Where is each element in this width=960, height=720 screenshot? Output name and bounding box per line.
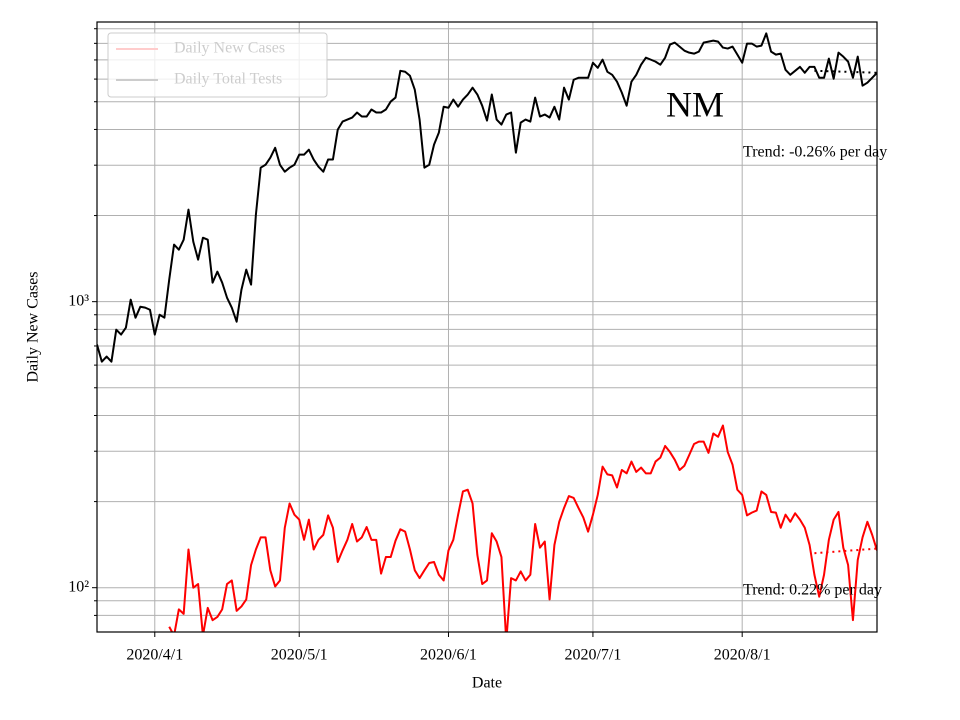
trend-line bbox=[814, 547, 877, 555]
x-axis-label: Date bbox=[472, 675, 502, 692]
x-tick-label: 2020/7/1 bbox=[564, 647, 621, 664]
trend-line bbox=[814, 69, 877, 74]
y-tick-label: 10² bbox=[68, 578, 89, 595]
trend-label: Trend: 0.22% per day bbox=[743, 582, 882, 599]
plot-frame bbox=[96, 21, 878, 633]
x-tick-label: 2020/5/1 bbox=[271, 647, 328, 664]
series-line bbox=[97, 32, 877, 363]
trend-label: Trend: -0.26% per day bbox=[743, 144, 887, 161]
x-tick-label: 2020/6/1 bbox=[420, 647, 477, 664]
plot-lines bbox=[97, 32, 877, 632]
annotation: NM bbox=[666, 84, 724, 124]
y-tick-label: 10³ bbox=[68, 292, 89, 309]
series-line bbox=[168, 424, 877, 632]
x-tick-label: 2020/4/1 bbox=[126, 647, 183, 664]
y-axis-label: Daily New Cases bbox=[25, 271, 42, 382]
legend-box bbox=[107, 32, 328, 98]
x-tick-label: 2020/8/1 bbox=[714, 647, 771, 664]
